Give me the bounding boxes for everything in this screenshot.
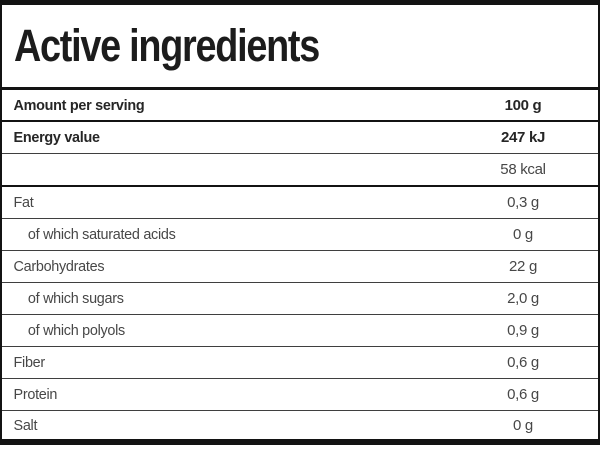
nutrient-value: 22 g (509, 258, 537, 275)
table-row: of which sugars 2,0 g (2, 283, 598, 315)
table-row: Fiber 0,6 g (2, 347, 598, 379)
nutrient-value: 0 g (513, 416, 533, 434)
table-row: 58 kcal (2, 154, 598, 187)
table-row: Salt 0 g (2, 411, 598, 439)
table-title: Active ingredients (14, 20, 320, 71)
title-row: Active ingredients (2, 5, 598, 90)
nutrient-value: 58 kcal (500, 161, 546, 178)
nutrient-value: 2,0 g (507, 290, 539, 307)
nutrient-label: of which sugars (27, 290, 124, 307)
nutrient-label: Energy value (13, 129, 100, 146)
table-row: Energy value 247 kJ (2, 122, 598, 154)
table-row: Protein 0,6 g (2, 379, 598, 411)
table-row: of which saturated acids 0 g (2, 219, 598, 251)
nutrient-value: 0,9 g (507, 322, 539, 339)
header-label: Amount per serving (13, 96, 145, 114)
nutrient-value: 0,6 g (507, 386, 539, 403)
header-row: Amount per serving 100 g (2, 90, 598, 122)
nutrient-value: 0 g (513, 226, 533, 243)
nutrient-value: 247 kJ (500, 129, 546, 146)
table-row: Fat 0,3 g (2, 187, 598, 219)
table-row: of which polyols 0,9 g (2, 315, 598, 347)
nutrient-label: Protein (13, 386, 58, 403)
nutrient-label: Carbohydrates (13, 258, 105, 275)
nutrient-rows: Energy value 247 kJ 58 kcal Fat 0,3 g of whic… (2, 122, 598, 439)
nutrient-value: 0,3 g (507, 194, 539, 211)
nutrient-label: of which polyols (27, 322, 125, 339)
nutrient-label: of which saturated acids (27, 226, 176, 243)
table-row: Carbohydrates 22 g (2, 251, 598, 283)
nutrient-label: Fiber (13, 354, 46, 371)
nutrient-value: 0,6 g (507, 354, 539, 371)
header-value: 100 g (504, 96, 542, 114)
nutrient-label: Fat (13, 194, 34, 211)
nutrient-label: Salt (13, 416, 38, 434)
